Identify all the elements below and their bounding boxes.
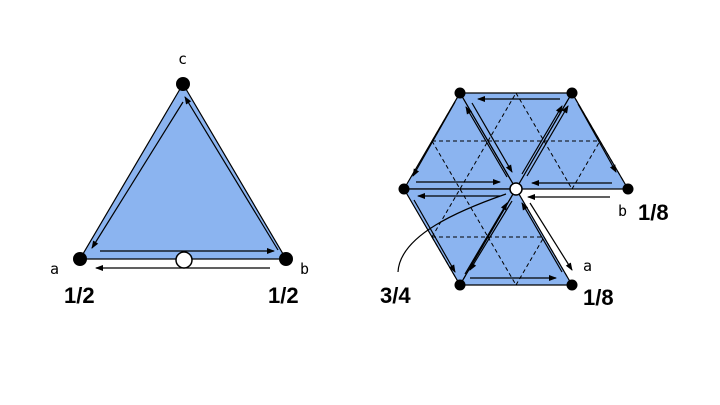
- hex-vertex-b: [622, 183, 634, 195]
- fraction-left: 1/2: [64, 283, 95, 308]
- left-triangle: [78, 82, 288, 260]
- hex-center-hole: [509, 182, 523, 196]
- hex-vertex-a: [566, 279, 578, 291]
- label-c: c: [178, 50, 187, 68]
- hex-vertex-left: [398, 183, 410, 195]
- fraction-right: 1/2: [268, 283, 299, 308]
- hex-fraction-a: 1/8: [583, 285, 614, 310]
- hex-label-b: b: [618, 202, 627, 220]
- hex-fraction-b: 1/8: [638, 200, 669, 225]
- left-arrow-right-side: [184, 96, 279, 251]
- circulation-arrows: [412, 96, 617, 281]
- hex-vertex-bottom-left: [454, 279, 466, 291]
- vertex-a: [73, 252, 87, 266]
- left-arrow-left-side: [91, 101, 184, 249]
- label-b: b: [300, 260, 309, 278]
- vertex-c: [176, 77, 190, 91]
- right-hexagon-figure: b 1/8 a 1/8 3/4: [380, 87, 669, 310]
- hex-vertex-top-right: [566, 87, 578, 99]
- vertex-b: [279, 252, 293, 266]
- hex-fraction-center: 3/4: [380, 283, 411, 308]
- hex-vertex-top-left: [454, 87, 466, 99]
- midpoint-hole: [175, 251, 193, 269]
- hex-label-a: a: [583, 257, 592, 275]
- label-a: a: [50, 260, 59, 278]
- left-triangle-figure: c a b 1/2 1/2: [50, 50, 309, 308]
- subdivision-dashes: [431, 92, 629, 286]
- center-leader-curve: [397, 193, 507, 273]
